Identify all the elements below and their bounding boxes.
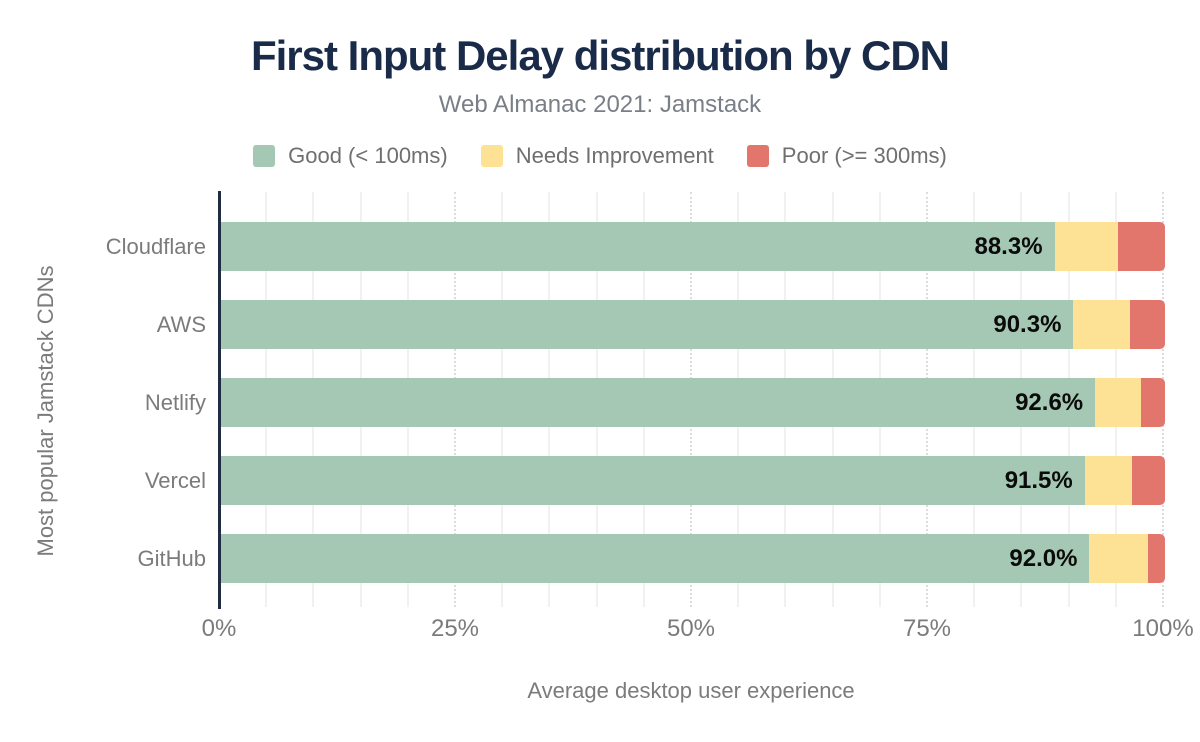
bar-segment-github-good: 92.0% — [221, 534, 1090, 583]
legend-swatch-poor-icon — [746, 145, 769, 167]
legend-item-good: Good (< 100ms) — [253, 143, 448, 169]
bar-segment-aws-good: 90.3% — [221, 300, 1074, 349]
legend-swatch-needs-improvement-icon — [480, 145, 503, 167]
bar-segment-aws-needs-improvement — [1073, 300, 1131, 349]
chart-subtitle: Web Almanac 2021: Jamstack — [438, 91, 762, 118]
bar-segment-aws-poor — [1130, 300, 1165, 349]
bar-segment-netlify-needs-improvement — [1095, 378, 1142, 427]
legend-label-poor: Poor (>= 300ms) — [781, 143, 947, 168]
legend-label-good: Good (< 100ms) — [288, 143, 448, 168]
value-label-github: 92.0% — [1009, 545, 1078, 572]
legend-swatch-good-icon — [253, 145, 276, 167]
legend-label-needs-improvement: Needs Improvement — [515, 143, 714, 168]
legend: Good (< 100ms) Needs Improvement Poor (>… — [0, 143, 1200, 169]
x-tick-label-0: 0% — [201, 615, 237, 642]
value-label-aws: 90.3% — [993, 311, 1062, 338]
bar-row-aws: 90.3% — [221, 300, 1165, 349]
legend-item-needs-improvement: Needs Improvement — [480, 143, 714, 169]
bar-segment-vercel-needs-improvement — [1084, 456, 1132, 505]
bar-segment-cloudflare-needs-improvement — [1054, 222, 1118, 271]
bar-row-cloudflare: 88.3% — [221, 222, 1165, 271]
bar-row-netlify: 92.6% — [221, 378, 1165, 427]
bar-segment-vercel-poor — [1131, 456, 1165, 505]
bar-segment-netlify-poor — [1141, 378, 1165, 427]
y-axis-title: Most popular Jamstack CDNs — [33, 265, 58, 557]
value-label-vercel: 91.5% — [1004, 467, 1073, 494]
x-axis-title: Average desktop user experience — [527, 678, 855, 703]
x-tick-label-75: 75% — [902, 615, 952, 642]
category-label-vercel: Vercel — [144, 468, 206, 493]
x-tick-label-50: 50% — [666, 615, 716, 642]
category-label-aws: AWS — [156, 312, 206, 337]
y-axis-line — [218, 191, 221, 609]
value-label-cloudflare: 88.3% — [974, 233, 1043, 260]
bar-segment-vercel-good: 91.5% — [221, 456, 1085, 505]
chart-title: First Input Delay distribution by CDN — [250, 32, 950, 79]
bar-segment-netlify-good: 92.6% — [221, 378, 1096, 427]
legend-item-poor: Poor (>= 300ms) — [746, 143, 947, 169]
bar-segment-github-needs-improvement — [1089, 534, 1148, 583]
bar-segment-github-poor — [1147, 534, 1165, 583]
x-tick-label-100: 100% — [1132, 615, 1194, 642]
category-label-github: GitHub — [137, 546, 206, 571]
bar-segment-cloudflare-poor — [1117, 222, 1165, 271]
category-label-netlify: Netlify — [144, 390, 206, 415]
bar-row-github: 92.0% — [221, 534, 1165, 583]
x-tick-label-25: 25% — [430, 615, 480, 642]
category-label-cloudflare: Cloudflare — [105, 234, 206, 259]
value-label-netlify: 92.6% — [1015, 389, 1084, 416]
bar-segment-cloudflare-good: 88.3% — [221, 222, 1055, 271]
bar-row-vercel: 91.5% — [221, 456, 1165, 505]
